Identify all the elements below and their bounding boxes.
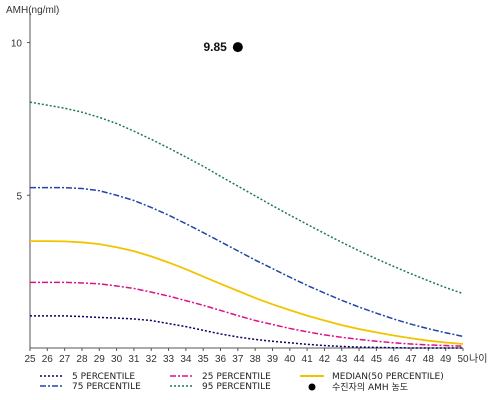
legend-label-5: 95 PERCENTILE (202, 382, 271, 392)
x-tick-label: 48 (423, 354, 435, 365)
x-tick-label: 30 (111, 354, 123, 365)
x-tick-label: 33 (163, 354, 175, 365)
amh-marker-point (232, 42, 243, 53)
x-tick-label: 38 (250, 354, 262, 365)
legend-label-1: 5 PERCENTILE (72, 372, 135, 382)
series-line-2 (30, 281, 464, 347)
series-line-3 (30, 240, 464, 345)
x-tick-label: 49 (440, 354, 452, 365)
x-tick-label: 47 (405, 354, 417, 365)
x-tick-label: 34 (180, 354, 192, 365)
y-axis-label: AMH(ng/ml) (6, 5, 59, 16)
x-tick-label: 46 (388, 354, 400, 365)
amh-marker-value: 9.85 (203, 40, 227, 54)
legend: 5 PERCENTILE 25 PERCENTILE MEDIAN(50 PERCE… (40, 372, 444, 393)
x-tick-label: 45 (371, 354, 383, 365)
marker-layer: 9.85 (203, 40, 243, 54)
x-tick-label: 41 (302, 354, 314, 365)
x-tick-label: 42 (319, 354, 331, 365)
series-line-5 (29, 101, 464, 295)
x-tick-label: 27 (59, 354, 71, 365)
y-tick-label: 5 (16, 191, 22, 202)
x-axis-label: 나이 (469, 353, 487, 365)
x-tick-label: 36 (215, 354, 227, 365)
legend-label-4: 75 PERCENTILE (72, 382, 141, 392)
legend-marker-label: 수진자의 AMH 농도 (332, 382, 408, 393)
legend-label-3: MEDIAN(50 PERCENTILE) (332, 372, 444, 382)
x-tick-label: 35 (198, 354, 210, 365)
series-layer (29, 101, 464, 349)
x-tick-label: 31 (128, 354, 140, 365)
x-tick-label: 43 (336, 354, 348, 365)
series-line-1 (30, 315, 463, 349)
legend-label-2: 25 PERCENTILE (202, 372, 271, 382)
x-tick-label: 26 (42, 354, 54, 365)
x-tick-label: 50 (457, 354, 469, 365)
axes: 25 26 27 28 29 30 31 32 33 34 35 36 37 38 39 40 41 42 43 44… (6, 5, 487, 365)
x-tick-label: 39 (267, 354, 279, 365)
series-line-4 (30, 186, 464, 338)
y-tick-label: 10 (11, 39, 23, 50)
x-tick-label: 44 (354, 354, 366, 365)
x-tick-label: 25 (24, 354, 36, 365)
x-tick-label: 28 (76, 354, 88, 365)
x-tick-label: 32 (146, 354, 158, 365)
x-tick-label: 37 (232, 354, 244, 365)
x-tick-label: 29 (94, 354, 106, 365)
legend-marker-swatch (308, 383, 316, 391)
x-tick-label: 40 (284, 354, 296, 365)
